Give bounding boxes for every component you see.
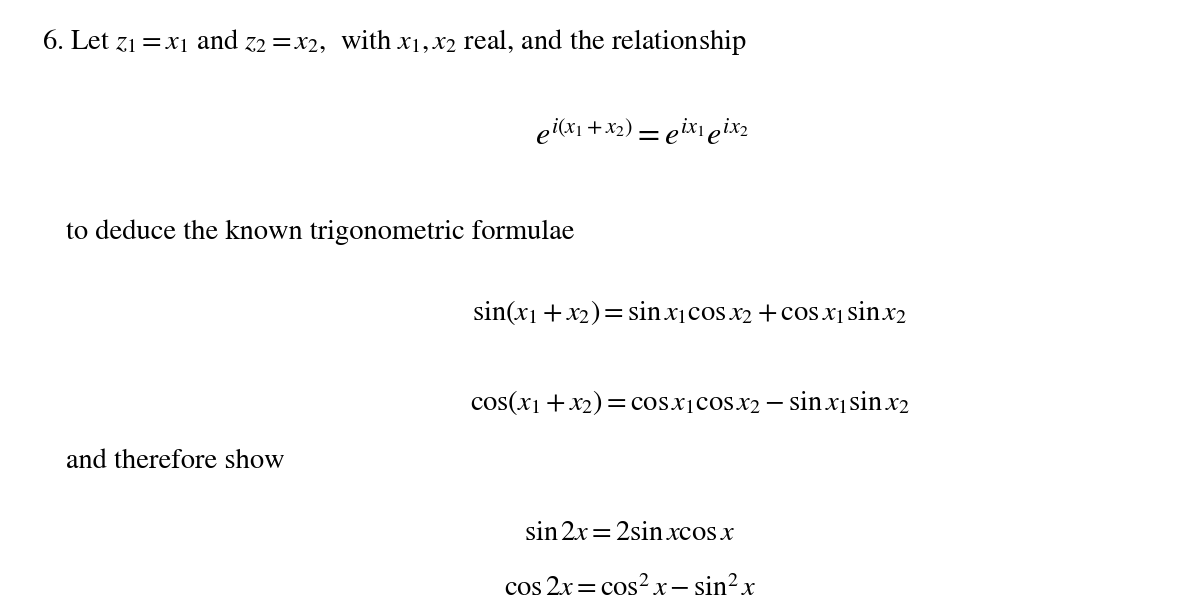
Text: $\cos 2x = \cos^2 x - \sin^2 x$: $\cos 2x = \cos^2 x - \sin^2 x$ — [504, 575, 756, 602]
Text: 6. Let $z_1 = x_1$ and $z_2 = x_2$,  with $x_1, x_2$ real, and the relationship: 6. Let $z_1 = x_1$ and $z_2 = x_2$, with… — [42, 27, 746, 57]
Text: and therefore show: and therefore show — [66, 448, 284, 474]
Text: $e^{i(x_1+x_2)} = e^{ix_1}e^{ix_2}$: $e^{i(x_1+x_2)} = e^{ix_1}e^{ix_2}$ — [535, 120, 749, 152]
Text: $\sin(x_1 + x_2) = \sin x_1 \cos x_2 + \cos x_1 \sin x_2$: $\sin(x_1 + x_2) = \sin x_1 \cos x_2 + \… — [473, 298, 907, 327]
Text: $\sin 2x = 2 \sin x \cos x$: $\sin 2x = 2 \sin x \cos x$ — [524, 521, 736, 546]
Text: to deduce the known trigonometric formulae: to deduce the known trigonometric formul… — [66, 220, 575, 246]
Text: $\cos(x_1 + x_2) = \cos x_1 \cos x_2 - \sin x_1 \sin x_2$: $\cos(x_1 + x_2) = \cos x_1 \cos x_2 - \… — [470, 388, 910, 417]
